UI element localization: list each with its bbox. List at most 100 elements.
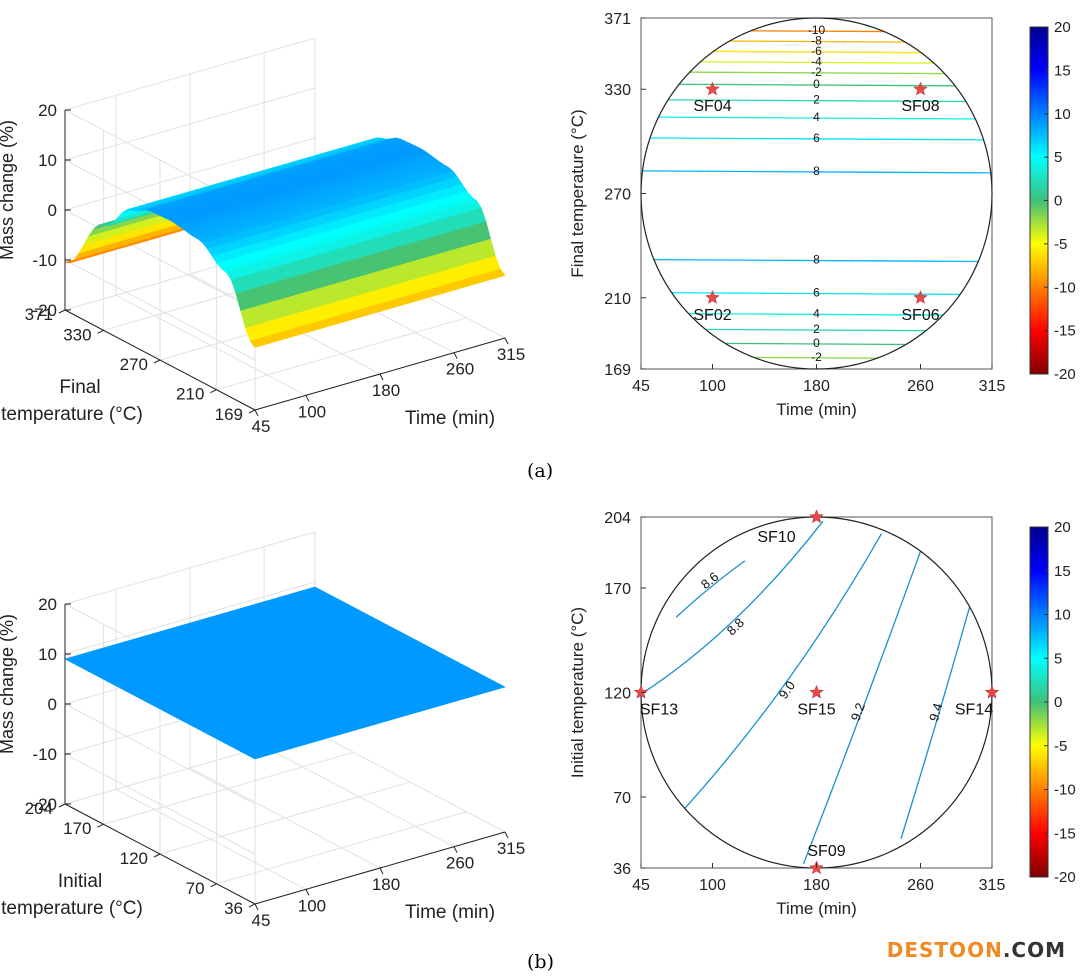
- colorbar-tick-label: 5: [1054, 650, 1062, 667]
- colorbar-tick-label: 20: [1054, 19, 1071, 36]
- contour-label: -8: [811, 34, 822, 48]
- y-tick-label: 170: [63, 819, 91, 838]
- surface-strip: [249, 268, 506, 348]
- grid-line: [64, 531, 316, 605]
- z-tick-label: 20: [38, 101, 57, 120]
- contour-line: [643, 520, 824, 694]
- y-tick: [248, 409, 256, 414]
- x-axis-label: Time (min): [405, 408, 495, 429]
- contour-label: -2: [811, 65, 822, 79]
- x-tick: [379, 867, 384, 875]
- colorbar-tick-label: -20: [1054, 366, 1076, 383]
- contour-label: 4: [813, 306, 820, 320]
- x-tick-label: 180: [803, 877, 830, 894]
- z-tick-label: -10: [32, 251, 57, 270]
- design-point-label: SF10: [757, 529, 795, 546]
- contour-label: -2: [811, 350, 822, 364]
- watermark-brand: DESTOON: [886, 938, 1003, 962]
- grid-line: [64, 37, 316, 111]
- design-point-label: SF04: [693, 98, 731, 115]
- x-tick-label: 315: [497, 839, 525, 858]
- y-tick: [97, 329, 104, 334]
- y-axis-label: Final temperature (°C): [568, 109, 587, 277]
- design-point-label: SF02: [693, 307, 731, 324]
- x-tick-label: 315: [979, 378, 1006, 395]
- design-point-star: [705, 290, 720, 304]
- y-axis-label: Initial temperature (°C): [568, 607, 587, 778]
- design-point-star: [809, 684, 824, 699]
- x-tick: [504, 831, 509, 839]
- contour-line: [641, 258, 992, 263]
- contour-line: [641, 291, 992, 296]
- y-tick-label: 371: [604, 11, 631, 28]
- y-tick: [153, 359, 161, 364]
- design-point-star: [913, 81, 928, 96]
- colorbar-tick-label: 20: [1054, 519, 1071, 536]
- x-tick-label: 100: [699, 877, 726, 894]
- contour-label: 6: [813, 286, 820, 300]
- y-tick: [58, 309, 66, 314]
- colorbar-tick-label: 5: [1054, 149, 1062, 166]
- grid-line: [64, 137, 316, 211]
- z-tick-label: -10: [32, 745, 57, 764]
- y-tick-label: 170: [604, 581, 631, 598]
- grid-line: [115, 294, 307, 396]
- contour-label: 4: [813, 110, 820, 124]
- x-tick-label: 45: [252, 417, 271, 436]
- y-tick-label: 210: [176, 385, 204, 404]
- x-axis-label: Time (min): [405, 902, 495, 923]
- z-tick-label: 0: [48, 695, 57, 714]
- design-point-star: [913, 290, 928, 304]
- y-tick-label: 120: [604, 686, 631, 703]
- panel-b-caption: (b): [527, 951, 554, 973]
- grid-line: [64, 581, 316, 655]
- colorbar-tick-label: -5: [1054, 236, 1067, 253]
- panel-b-surface-plot: 20100-10-20204170120703645100180260315Ma…: [0, 531, 525, 930]
- z-tick-label: 10: [38, 645, 57, 664]
- y-tick-label: 169: [604, 362, 631, 379]
- design-point-label: SF13: [640, 702, 678, 719]
- contour-label: -10: [808, 23, 826, 37]
- x-tick-label: 45: [632, 877, 650, 894]
- x-axis-label: Time (min): [776, 400, 857, 419]
- x-tick-label: 260: [907, 378, 934, 395]
- y-tick-label: 204: [604, 510, 631, 527]
- colorbar-tick-label: 0: [1054, 193, 1062, 210]
- z-tick-label: 10: [38, 151, 57, 170]
- x-tick: [379, 373, 384, 381]
- surface-strip: [249, 684, 506, 760]
- design-point-label: SF09: [807, 843, 845, 860]
- contour-line: [641, 116, 992, 120]
- z-axis-label: Mass change (%): [0, 614, 17, 754]
- x-tick: [254, 409, 259, 417]
- contour-line: [641, 137, 992, 141]
- design-point-star: [633, 684, 649, 699]
- z-tick-label: 0: [48, 201, 57, 220]
- x-tick-label: 45: [632, 378, 650, 395]
- x-tick: [453, 846, 458, 853]
- contour-label: 0: [813, 77, 820, 91]
- design-point-label: SF08: [901, 98, 939, 115]
- x-tick-label: 100: [298, 402, 326, 421]
- contour-line: [641, 71, 992, 75]
- contour-label: 6: [813, 131, 820, 145]
- y-tick-label: 169: [215, 405, 243, 424]
- z-tick-label: -20: [32, 301, 57, 320]
- z-tick-label: -20: [32, 795, 57, 814]
- y-tick: [248, 903, 256, 908]
- colorbars: 20 15 10 5 0 -5 -10 -15 -20 20 15 10 5 0 -5 -10 -15 -20: [1029, 19, 1076, 886]
- contour-label: 8: [813, 164, 820, 178]
- contour-label: 2: [813, 322, 820, 336]
- colorbar-tick-label: 15: [1054, 563, 1071, 580]
- colorbar-tick-label: 10: [1054, 106, 1071, 123]
- y-tick-label: 204: [25, 799, 53, 818]
- x-axis-label: Time (min): [776, 899, 857, 918]
- y-tick-label: 210: [604, 291, 631, 308]
- contour-label: 2: [813, 93, 820, 107]
- contour-line: [675, 560, 746, 618]
- y-tick-label: 371: [25, 305, 53, 324]
- y-tick: [97, 823, 104, 828]
